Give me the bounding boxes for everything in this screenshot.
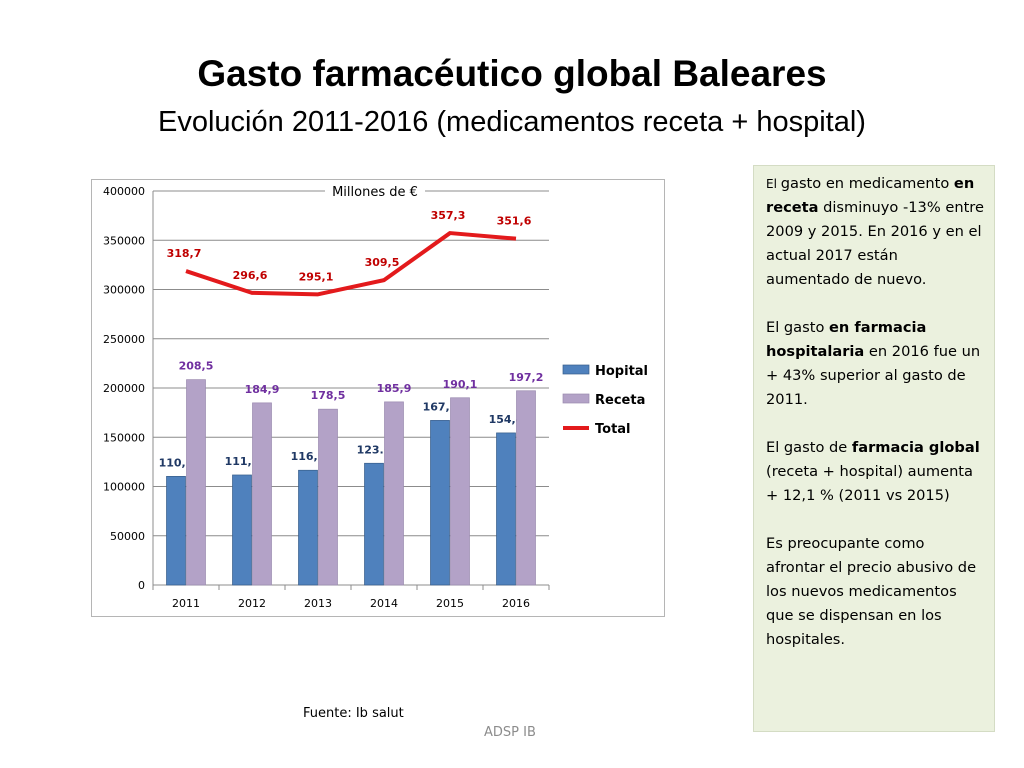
source-label: Fuente: Ib salut bbox=[303, 706, 404, 721]
line-data-label: 351,6 bbox=[497, 215, 532, 228]
note-text: en farmacia hospitalaria bbox=[766, 319, 927, 360]
note-text: (receta + hospital) aumenta + 12,1 % (20… bbox=[766, 463, 973, 504]
line-data-label: 309,5 bbox=[365, 256, 400, 269]
bar-receta bbox=[186, 379, 206, 586]
bar-hopital bbox=[232, 474, 252, 586]
bar-data-label: 167,1 bbox=[423, 400, 458, 413]
x-tick-label: 2013 bbox=[304, 597, 332, 610]
y-tick-label: 400000 bbox=[103, 185, 145, 198]
y-tick-label: 50000 bbox=[110, 530, 145, 543]
x-tick-label: 2016 bbox=[502, 597, 530, 610]
bar-hopital bbox=[298, 469, 318, 586]
note-text: en receta bbox=[766, 175, 975, 216]
note-text: farmacia global bbox=[851, 439, 980, 456]
bar-data-label: 123.6 bbox=[357, 443, 392, 456]
x-tick-label: 2012 bbox=[238, 597, 266, 610]
bar-data-label: 185,9 bbox=[377, 382, 412, 395]
footer-label: ADSP IB bbox=[484, 725, 536, 740]
note-text: El gasto bbox=[766, 319, 830, 336]
line-data-label: 318,7 bbox=[167, 247, 202, 260]
slide-title: Gasto farmacéutico global Baleares bbox=[197, 53, 827, 94]
bar-data-label: 111,7 bbox=[225, 455, 260, 468]
chart: 0 50000 100000 150000 200000 250000 300000 3500… bbox=[103, 183, 648, 610]
bar-data-label: 178,5 bbox=[311, 389, 346, 402]
line-total bbox=[185, 231, 517, 297]
note-text: El gasto de bbox=[766, 439, 852, 456]
bar-hopital bbox=[430, 420, 450, 586]
y-tick-label: 350000 bbox=[103, 234, 145, 247]
line-data-label: 295,1 bbox=[299, 270, 334, 283]
x-tick-label: 2015 bbox=[436, 597, 464, 610]
note-text: disminuyo -13% entre 2009 y 2015. En 201… bbox=[766, 199, 984, 288]
bar-data-label: 208,5 bbox=[179, 360, 214, 373]
bar-hopital bbox=[364, 462, 384, 586]
bar-receta bbox=[516, 390, 536, 586]
y-tick-label: 150000 bbox=[103, 431, 145, 444]
note-paragraph: El gasto en medicamento en receta dismin… bbox=[766, 172, 984, 292]
bar-data-label: 154,4 bbox=[489, 413, 524, 426]
bar-data-label: 110,3 bbox=[159, 456, 194, 469]
line-data-label: 357,3 bbox=[431, 209, 466, 222]
legend-swatch bbox=[562, 393, 590, 404]
bar-data-label: 116,5 bbox=[291, 450, 326, 463]
legend-label: Receta bbox=[595, 393, 645, 408]
note-text: Es preocupante como afrontar el precio a… bbox=[766, 535, 977, 648]
note-text: El bbox=[766, 177, 781, 191]
legend-swatch bbox=[562, 364, 590, 375]
side-note-panel: El gasto en medicamento en receta dismin… bbox=[753, 165, 995, 732]
y-tick-label: 100000 bbox=[103, 481, 145, 494]
bar-data-label: 197,2 bbox=[509, 371, 544, 384]
line-data-label: 296,6 bbox=[233, 269, 268, 282]
chart-title-backdrop bbox=[325, 183, 425, 201]
slide-subtitle: Evolución 2011-2016 (medicamentos receta… bbox=[158, 106, 866, 138]
bar-receta bbox=[384, 401, 404, 586]
x-tick-label: 2014 bbox=[370, 597, 398, 610]
bar-receta bbox=[450, 397, 470, 586]
bar-hopital bbox=[166, 476, 186, 586]
y-tick-label: 300000 bbox=[103, 284, 145, 297]
y-tick-label: 250000 bbox=[103, 333, 145, 346]
bar-receta bbox=[318, 408, 338, 586]
note-text: gasto en medicamento bbox=[780, 175, 954, 192]
y-tick-label: 200000 bbox=[103, 382, 145, 395]
legend-label: Hopital bbox=[595, 364, 648, 379]
legend-label: Total bbox=[595, 422, 631, 437]
x-tick-label: 2011 bbox=[172, 597, 200, 610]
note-paragraph: Es preocupante como afrontar el precio a… bbox=[766, 532, 984, 652]
note-paragraph: El gasto de farmacia global (receta + ho… bbox=[766, 436, 984, 508]
chart-frame: 0 50000 100000 150000 200000 250000 300000 3500… bbox=[91, 179, 665, 617]
y-tick-label: 0 bbox=[138, 579, 145, 592]
bar-data-label: 184,9 bbox=[245, 383, 280, 396]
note-text: en 2016 fue un + 43% superior al gasto d… bbox=[766, 343, 981, 408]
note-paragraph: El gasto en farmacia hospitalaria en 201… bbox=[766, 316, 984, 412]
bar-receta bbox=[252, 402, 272, 586]
bar-data-label: 190,1 bbox=[443, 378, 478, 391]
chart-title: Millones de € bbox=[332, 185, 418, 200]
bar-hopital bbox=[496, 432, 516, 586]
